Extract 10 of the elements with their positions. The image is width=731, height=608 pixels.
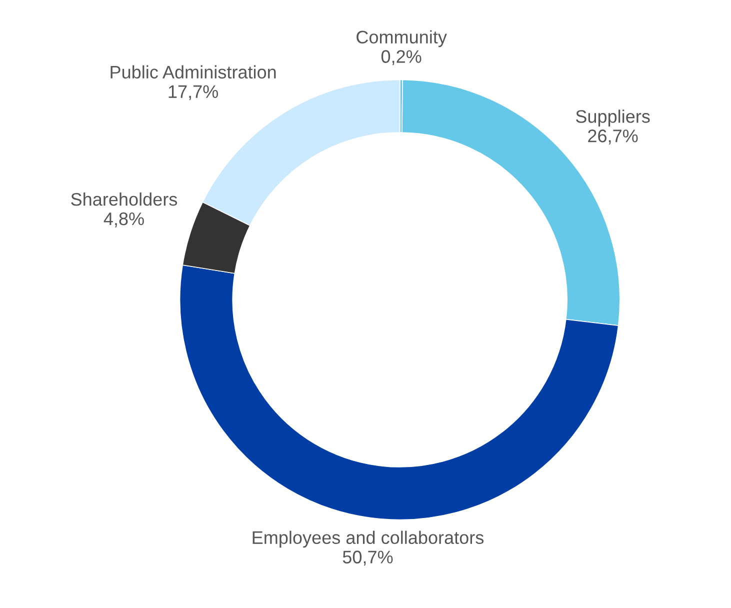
slice-label: Public Administration [110, 65, 276, 79]
data-label: 17,7% [168, 85, 218, 100]
slice-label: Community [356, 30, 447, 48]
data-label: 0,2% [381, 50, 422, 66]
data-label: 50,7% [342, 550, 393, 566]
slice-label: Suppliers [576, 110, 650, 126]
data-label: 26,7% [588, 130, 638, 144]
slice-label: Shareholders [71, 192, 178, 206]
data-label: 4,8% [104, 212, 144, 228]
slice-label: Employees and collaborators [252, 530, 484, 548]
